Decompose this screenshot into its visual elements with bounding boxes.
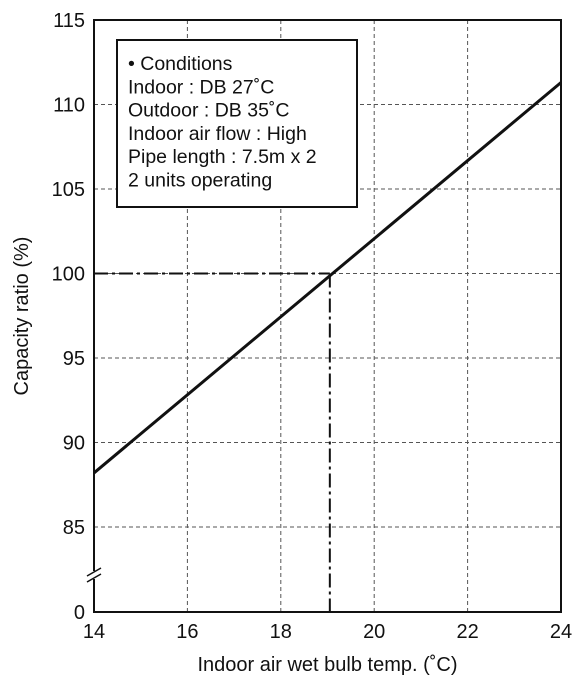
y-tick-label: 105 bbox=[52, 179, 85, 201]
x-tick-label: 18 bbox=[270, 621, 292, 643]
y-tick-label: 90 bbox=[63, 433, 85, 455]
y-tick-label: 0 bbox=[74, 602, 85, 624]
y-tick-label: 100 bbox=[52, 264, 85, 286]
conditions-heading: • Conditions bbox=[128, 53, 233, 75]
conditions-units: 2 units operating bbox=[128, 170, 272, 192]
x-tick-label: 24 bbox=[550, 621, 572, 643]
x-tick-label: 14 bbox=[83, 621, 105, 643]
reference-lines bbox=[94, 272, 331, 612]
x-axis-title: Indoor air wet bulb temp. (˚C) bbox=[197, 654, 457, 676]
x-tick-label: 22 bbox=[456, 621, 478, 643]
y-axis-break-gap bbox=[88, 571, 100, 579]
conditions-box: • Conditions Indoor : DB 27˚C Outdoor : … bbox=[116, 39, 358, 208]
tick-labels: 14 16 18 20 22 24 0 85 90 95 100 105 110 115 bbox=[52, 10, 573, 643]
conditions-box-frame bbox=[116, 39, 358, 208]
conditions-air-flow: Indoor air flow : High bbox=[128, 123, 307, 145]
y-tick-label: 95 bbox=[63, 348, 85, 370]
series-lines bbox=[93, 81, 562, 475]
y-axis-title: Capacity ratio (%) bbox=[11, 237, 33, 396]
y-axis-break-mark bbox=[86, 567, 102, 577]
conditions-pipe-length: Pipe length : 7.5m x 2 bbox=[128, 146, 317, 168]
y-tick-label: 115 bbox=[53, 10, 85, 32]
conditions-outdoor: Outdoor : DB 35˚C bbox=[128, 100, 289, 122]
series-line bbox=[93, 81, 562, 475]
plot-frame bbox=[93, 19, 562, 613]
conditions-indoor: Indoor : DB 27˚C bbox=[128, 76, 274, 98]
x-tick-label: 16 bbox=[176, 621, 198, 643]
y-tick-label: 110 bbox=[53, 95, 85, 117]
y-tick-label: 85 bbox=[63, 517, 85, 539]
y-axis-break-mark bbox=[86, 573, 102, 583]
x-tick-label: 20 bbox=[363, 621, 385, 643]
